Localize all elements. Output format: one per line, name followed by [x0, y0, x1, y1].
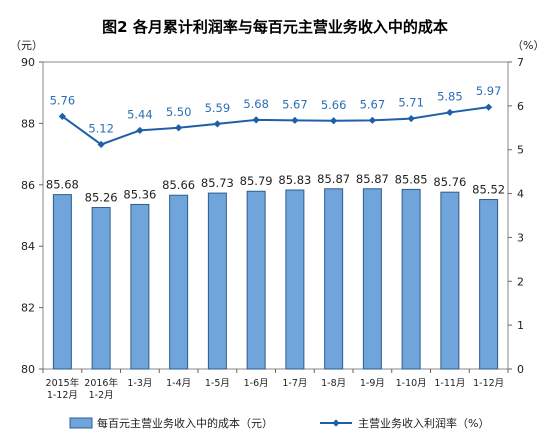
line-data-label: 5.44 — [127, 107, 153, 121]
y-right-tick-label: 0 — [517, 363, 524, 376]
bar-data-label: 85.52 — [472, 183, 505, 197]
bar — [479, 199, 499, 370]
x-tick-label: 1-12月 — [473, 378, 504, 389]
line-data-label: 5.12 — [88, 121, 114, 135]
y-left-tick-label: 86 — [21, 179, 35, 192]
y-right-tick-label: 2 — [517, 275, 524, 288]
bar-data-label: 85.79 — [240, 174, 273, 188]
line-data-label: 5.50 — [166, 105, 192, 119]
y-right-unit: （%） — [512, 39, 544, 52]
bar — [285, 189, 305, 370]
x-tick-label: 1-4月 — [166, 378, 191, 389]
bar — [401, 188, 421, 370]
x-tick-label: 1-10月 — [396, 378, 427, 389]
bar-data-label: 85.66 — [162, 178, 195, 192]
y-right-tick-label: 3 — [517, 231, 524, 244]
bar — [440, 191, 460, 370]
x-tick-label: 1-9月 — [360, 378, 385, 389]
chart-title: 图2 各月累计利润率与每百元主营业务收入中的成本 — [102, 18, 448, 36]
x-tick-label: 1-6月 — [244, 378, 269, 389]
line-point — [407, 114, 415, 123]
plot-frame — [42, 61, 509, 370]
line-data-label: 5.68 — [243, 97, 269, 111]
x-tick-label: 2016年 — [84, 377, 118, 389]
bar — [246, 190, 266, 370]
bar-data-label: 85.73 — [201, 176, 234, 190]
bar — [169, 194, 189, 370]
bar-data-label: 85.68 — [46, 178, 79, 192]
bar-data-label: 85.83 — [278, 173, 311, 187]
line-data-label: 5.67 — [282, 97, 308, 111]
line-data-label: 5.59 — [205, 101, 231, 115]
y-left-tick-label: 82 — [21, 302, 35, 315]
plot-area: 808284868890012345672015年1-12月2016年1-2月1… — [21, 56, 524, 401]
line-point — [97, 140, 105, 149]
line-data-label: 5.97 — [476, 84, 502, 98]
line-series — [61, 106, 489, 146]
line-data-label: 5.71 — [398, 96, 424, 110]
y-left-tick-label: 80 — [21, 363, 35, 376]
x-tick-label: 1-5月 — [205, 378, 230, 389]
line-point — [368, 116, 376, 124]
line-data-label: 5.66 — [321, 98, 347, 112]
bar — [324, 188, 344, 370]
x-tick-label: 1-3月 — [127, 378, 152, 389]
x-tick-label: 1-2月 — [89, 390, 114, 401]
line-data-label: 5.67 — [360, 97, 386, 111]
x-tick-label: 1-7月 — [282, 378, 307, 389]
line-point — [291, 116, 299, 124]
y-left-unit: （元） — [10, 39, 43, 52]
line-point — [58, 112, 66, 120]
line-point — [252, 116, 260, 124]
bar-data-label: 85.76 — [433, 175, 466, 189]
x-tick-label: 2015年 — [46, 377, 80, 389]
bar — [207, 192, 227, 370]
y-right-tick-label: 1 — [517, 319, 524, 332]
line-point — [136, 126, 144, 135]
x-tick-label: 1-8月 — [321, 378, 346, 389]
line-point — [485, 103, 493, 111]
line-point — [175, 124, 183, 132]
y-right-tick-label: 6 — [517, 100, 524, 113]
x-tick-label: 1-11月 — [434, 378, 465, 389]
legend-bar-label: 每百元主营业务收入中的成本（元） — [97, 416, 273, 430]
y-right-tick-label: 7 — [517, 56, 524, 69]
legend-bar-swatch — [69, 417, 93, 429]
bar-data-label: 85.26 — [85, 191, 118, 205]
legend-line-marker — [332, 419, 340, 427]
y-right-tick-label: 4 — [517, 188, 524, 201]
line-data-label: 5.85 — [437, 89, 463, 103]
legend-line-label: 主营业务收入利润率（%） — [358, 416, 489, 430]
bar-data-label: 85.85 — [395, 172, 428, 186]
line-point — [330, 117, 338, 125]
line-point — [446, 108, 454, 117]
line-data-label: 5.76 — [50, 93, 76, 107]
bar-data-label: 85.87 — [317, 172, 350, 186]
y-left-tick-label: 88 — [21, 117, 35, 130]
legend: 每百元主营业务收入中的成本（元） 主营业务收入利润率（%） — [69, 416, 489, 430]
bar-data-label: 85.87 — [356, 172, 389, 186]
x-tick-label: 1-12月 — [47, 390, 78, 401]
y-left-tick-label: 90 — [21, 56, 35, 69]
bar-data-label: 85.36 — [123, 187, 156, 201]
y-right-tick-label: 5 — [517, 144, 524, 157]
line-point — [213, 120, 221, 128]
y-left-tick-label: 84 — [21, 240, 35, 253]
bar — [362, 188, 382, 370]
bar — [91, 207, 111, 370]
bar — [130, 203, 150, 370]
bar — [52, 194, 72, 370]
